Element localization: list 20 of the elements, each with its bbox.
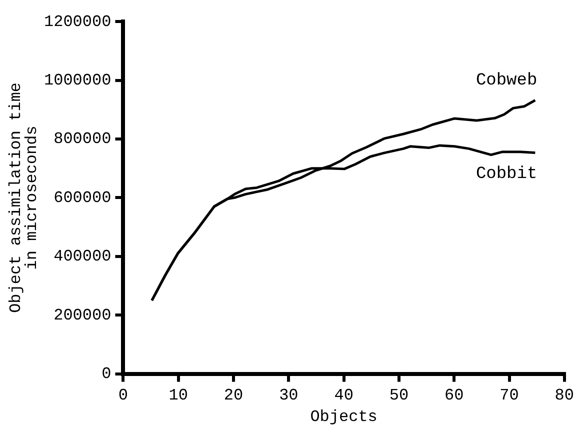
series-label: Cobweb xyxy=(476,71,538,90)
x-tick-label: 40 xyxy=(334,386,354,405)
y-tick-label: 1200000 xyxy=(44,12,112,31)
y-tick-label: 200000 xyxy=(54,306,112,324)
y-axis-title: Object assimilation time in microseconds xyxy=(7,82,42,313)
series-label: Cobbit xyxy=(476,164,538,184)
x-tick-label: 50 xyxy=(389,386,409,405)
x-axis-title: Objects xyxy=(310,408,378,426)
x-tick-label: 30 xyxy=(279,386,298,405)
y-tick-label: 1000000 xyxy=(44,72,112,90)
x-tick-label: 0 xyxy=(118,386,128,405)
x-tick-label: 70 xyxy=(500,386,519,405)
y-tick-label: 0 xyxy=(102,365,112,384)
x-tick-label: 20 xyxy=(224,386,244,405)
y-tick-label: 600000 xyxy=(54,188,112,207)
x-tick-label: 60 xyxy=(444,386,464,405)
x-tick-label: 10 xyxy=(168,386,188,405)
y-tick-label: 800000 xyxy=(54,130,112,148)
y-tick-label: 400000 xyxy=(54,248,112,266)
x-tick-label: 80 xyxy=(554,386,574,405)
